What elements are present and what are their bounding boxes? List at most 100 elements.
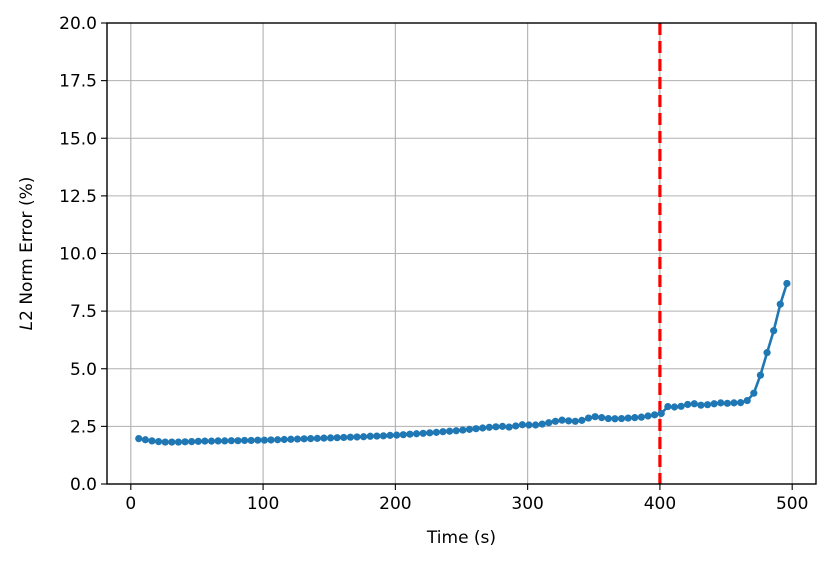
x-axis-ticks: 0 100 200 300 400 500 [125, 484, 808, 514]
x-tick-label: 100 [247, 494, 279, 514]
data-point [247, 436, 255, 445]
data-point [161, 438, 169, 446]
data-point [703, 401, 712, 409]
data-point [664, 402, 672, 411]
data-point [492, 423, 500, 431]
y-tick-label: 15.0 [59, 129, 97, 149]
data-point [498, 422, 507, 430]
data-point [452, 427, 460, 435]
data-point [201, 437, 209, 445]
data-point [154, 437, 163, 446]
data-point [518, 421, 526, 429]
data-point [525, 421, 533, 429]
data-point [214, 437, 222, 445]
data-point [426, 429, 434, 437]
data-point [571, 417, 579, 425]
data-point [174, 438, 183, 446]
data-point [743, 396, 751, 405]
data-point [730, 399, 738, 407]
data-point [432, 428, 440, 436]
data-point [776, 300, 784, 308]
data-point [697, 401, 705, 409]
data-point [551, 417, 560, 425]
data-point [287, 435, 295, 443]
data-point [274, 436, 282, 444]
data-point [207, 437, 216, 445]
data-point [558, 416, 566, 424]
grid [107, 22, 816, 485]
data-point [148, 437, 156, 445]
data-point [373, 432, 381, 440]
data-point [591, 413, 599, 421]
data-point [545, 419, 553, 427]
data-point [267, 436, 275, 444]
data-point [604, 414, 612, 423]
data-point [657, 409, 665, 418]
data-point [227, 437, 235, 445]
data-point [584, 414, 593, 422]
data-point [307, 434, 315, 443]
data-point [135, 434, 143, 443]
x-tick-label: 0 [125, 494, 136, 514]
data-point [412, 430, 421, 438]
data-point [406, 430, 414, 438]
data-point [260, 436, 269, 444]
series-layer [135, 279, 791, 446]
data-point [366, 432, 374, 440]
data-point [465, 425, 474, 433]
data-point [631, 414, 639, 422]
data-point [326, 434, 335, 442]
data-point [651, 411, 659, 419]
data-point [717, 399, 725, 407]
data-point [770, 327, 778, 335]
data-point [194, 437, 202, 445]
data-point [181, 438, 189, 446]
data-point [254, 436, 262, 444]
data-point [313, 434, 321, 442]
data-point [756, 371, 765, 379]
y-tick-label: 5.0 [70, 360, 97, 380]
data-point [320, 434, 328, 442]
data-point [710, 400, 718, 408]
data-point [333, 434, 341, 442]
data-point [293, 435, 302, 443]
data-point [670, 403, 679, 411]
data-point [379, 432, 388, 440]
data-point [340, 433, 348, 442]
data-point [624, 414, 632, 422]
data-point [393, 431, 401, 439]
data-point [531, 421, 540, 429]
data-point [168, 438, 176, 446]
y-tick-label: 20.0 [59, 14, 97, 34]
y-axis-ticks: 0.0 2.5 5.0 7.5 10.0 12.5 15.0 17.5 20.0 [59, 14, 107, 495]
data-point [512, 422, 520, 430]
data-point [445, 427, 454, 435]
data-point [611, 415, 619, 423]
data-point [360, 433, 368, 441]
data-point [419, 429, 427, 437]
data-point [677, 402, 685, 410]
y-tick-label: 17.5 [59, 72, 97, 92]
data-point [280, 435, 288, 444]
y-tick-label: 2.5 [70, 417, 97, 437]
data-point [750, 389, 758, 397]
data-point [485, 423, 493, 431]
data-point [353, 433, 361, 441]
data-point [598, 414, 606, 422]
data-point [763, 349, 771, 357]
data-point [346, 433, 354, 441]
data-point [141, 436, 149, 444]
data-point [578, 416, 586, 424]
x-axis-label: Time (s) [426, 528, 496, 548]
data-point [188, 437, 196, 446]
x-tick-label: 500 [776, 494, 808, 514]
data-point [538, 420, 546, 428]
y-tick-label: 0.0 [70, 475, 97, 495]
y-tick-label: 7.5 [70, 302, 97, 322]
y-tick-label: 12.5 [59, 187, 97, 207]
data-point [723, 399, 731, 407]
data-point [690, 400, 698, 408]
data-point [399, 431, 407, 439]
